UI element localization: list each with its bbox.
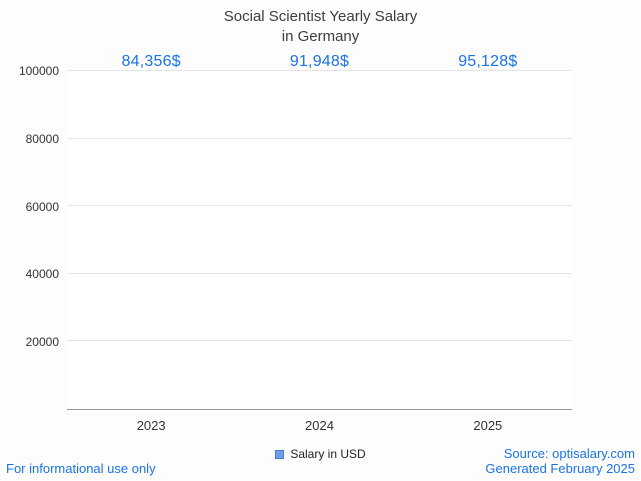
value-label: 95,128$ bbox=[458, 53, 518, 70]
gridline bbox=[67, 205, 572, 207]
bar-row bbox=[67, 71, 572, 409]
gridline bbox=[67, 137, 572, 139]
chart-title: Social Scientist Yearly Salary in German… bbox=[223, 8, 418, 45]
y-tick-label: 40000 bbox=[25, 267, 59, 282]
value-label: 84,356$ bbox=[121, 53, 181, 70]
y-tick-label: 20000 bbox=[25, 335, 59, 350]
value-label-row: 84,356$ 91,948$ 95,128$ bbox=[67, 52, 572, 72]
gridline bbox=[67, 340, 572, 342]
x-tick-label: 2024 bbox=[305, 417, 334, 433]
x-axis-labels: 2023 2024 2025 bbox=[67, 416, 572, 434]
legend-marker-icon bbox=[275, 449, 285, 459]
plot-area bbox=[67, 70, 572, 410]
legend: Salary in USD bbox=[0, 447, 641, 461]
y-tick-label: 80000 bbox=[25, 131, 59, 146]
gridline bbox=[67, 70, 572, 71]
y-tick-label: 60000 bbox=[25, 199, 59, 214]
source-attribution: Source: optisalary.com Generated Februar… bbox=[485, 446, 635, 477]
x-tick-label: 2023 bbox=[136, 417, 166, 433]
source-link[interactable]: Source: optisalary.com bbox=[503, 445, 635, 461]
legend-label: Salary in USD bbox=[290, 447, 366, 461]
y-tick-label: 100000 bbox=[18, 64, 59, 78]
generated-date: Generated February 2025 bbox=[485, 461, 635, 477]
value-label: 91,948$ bbox=[289, 53, 350, 70]
y-axis-labels: 20000 40000 60000 80000 100000 bbox=[0, 64, 61, 410]
disclaimer-text: For informational use only bbox=[6, 461, 156, 476]
x-tick-label: 2025 bbox=[473, 417, 503, 433]
gridline bbox=[67, 272, 572, 274]
